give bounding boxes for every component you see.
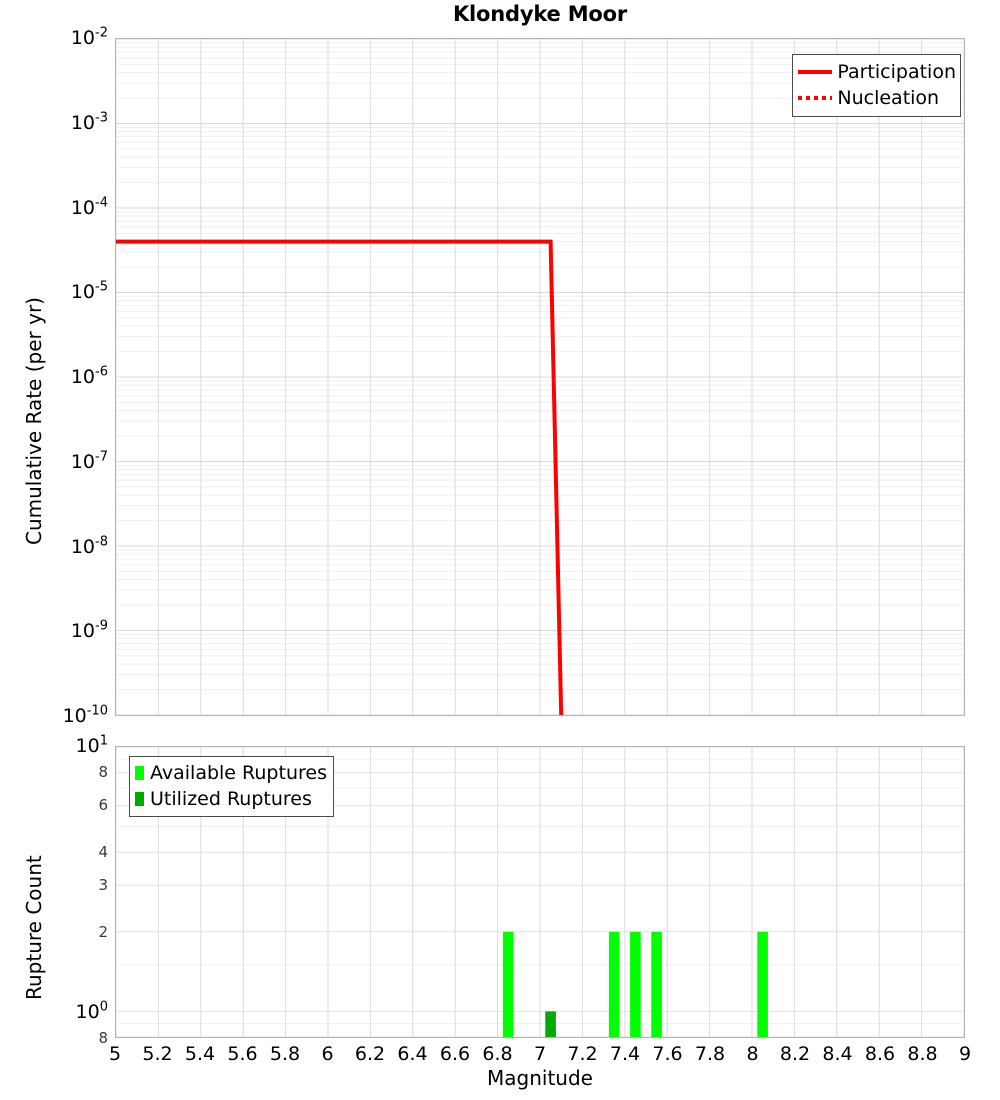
y-tick-label-top-10-2: 10-2 bbox=[70, 25, 108, 49]
y-tick-label-bottom-3: 3 bbox=[98, 876, 108, 895]
x-tick-label-7: 7 bbox=[533, 1043, 547, 1065]
cumulative-rate-plot-area: Participation Nucleation bbox=[115, 38, 965, 716]
x-tick-label-7.4: 7.4 bbox=[609, 1043, 641, 1065]
y-tick-label-bottom-2: 2 bbox=[98, 923, 108, 942]
chart-title: Klondyke Moor bbox=[452, 2, 628, 26]
x-tick-label-7.6: 7.6 bbox=[652, 1043, 683, 1065]
y-tick-label-bottom-101: 101 bbox=[75, 733, 108, 757]
x-tick-label-6.6: 6.6 bbox=[439, 1043, 471, 1065]
legend-item-nucleation[interactable]: Nucleation bbox=[798, 85, 956, 111]
y-tick-label-bottom-6: 6 bbox=[98, 796, 108, 815]
participation-line-swatch-icon bbox=[798, 70, 833, 74]
x-tick-label-8.8: 8.8 bbox=[907, 1043, 938, 1065]
rupture-count-plot-area: Available Ruptures Utilized Ruptures bbox=[115, 746, 965, 1038]
x-axis-title-magnitude: Magnitude bbox=[487, 1066, 593, 1090]
x-tick-label-5.2: 5.2 bbox=[142, 1043, 173, 1065]
y-tick-label-top-10-8: 10-8 bbox=[70, 534, 108, 558]
utilized-ruptures-swatch-icon bbox=[135, 792, 144, 806]
x-tick-label-5: 5 bbox=[108, 1043, 122, 1065]
legend-label-utilized-ruptures: Utilized Ruptures bbox=[150, 787, 312, 810]
y-tick-label-top-10-5: 10-5 bbox=[70, 279, 108, 304]
x-tick-label-8.6: 8.6 bbox=[864, 1043, 896, 1065]
cumulative-rate-legend: Participation Nucleation bbox=[792, 54, 961, 117]
y-tick-label-top-10-10: 10-10 bbox=[62, 703, 108, 727]
x-tick-label-5.8: 5.8 bbox=[269, 1043, 301, 1065]
x-tick-label-7.2: 7.2 bbox=[567, 1043, 598, 1065]
x-tick-label-9: 9 bbox=[958, 1043, 972, 1065]
y-tick-label-top-10-6: 10-6 bbox=[70, 364, 108, 388]
x-tick-label-8.4: 8.4 bbox=[822, 1043, 853, 1065]
x-tick-label-6.2: 6.2 bbox=[354, 1043, 386, 1065]
cumulative-rate-canvas bbox=[116, 39, 964, 715]
x-tick-label-8.2: 8.2 bbox=[779, 1043, 811, 1065]
legend-item-utilized-ruptures[interactable]: Utilized Ruptures bbox=[135, 786, 327, 812]
x-tick-label-6: 6 bbox=[321, 1043, 334, 1065]
x-tick-label-8: 8 bbox=[746, 1043, 759, 1065]
legend-label-participation: Participation bbox=[837, 60, 956, 83]
legend-label-available-ruptures: Available Ruptures bbox=[150, 761, 327, 784]
legend-item-participation[interactable]: Participation bbox=[798, 59, 956, 85]
nucleation-dotted-line-swatch-icon bbox=[798, 96, 833, 100]
y-tick-label-top-10-3: 10-3 bbox=[70, 110, 108, 134]
available-ruptures-swatch-icon bbox=[135, 766, 144, 780]
x-tick-label-6.4: 6.4 bbox=[397, 1043, 428, 1065]
x-tick-label-7.8: 7.8 bbox=[694, 1043, 726, 1065]
y-tick-label-top-10-9: 10-9 bbox=[70, 618, 108, 643]
y-tick-label-bottom-8: 8 bbox=[98, 762, 108, 781]
x-tick-label-5.4: 5.4 bbox=[184, 1043, 216, 1065]
y-tick-label-top-10-7: 10-7 bbox=[70, 449, 108, 473]
y-tick-label-bottom-8: 8 bbox=[98, 1029, 108, 1047]
x-tick-label-6.8: 6.8 bbox=[482, 1043, 513, 1065]
rupture-count-legend: Available Ruptures Utilized Ruptures bbox=[129, 756, 334, 817]
y-tick-label-top-10-4: 10-4 bbox=[70, 195, 108, 219]
legend-label-nucleation: Nucleation bbox=[837, 86, 940, 109]
y-tick-label-bottom-100: 100 bbox=[75, 999, 108, 1024]
y-axis-title-cumulative-rate: Cumulative Rate (per yr) bbox=[22, 297, 46, 545]
legend-item-available-ruptures[interactable]: Available Ruptures bbox=[135, 760, 327, 786]
x-tick-label-5.6: 5.6 bbox=[227, 1043, 258, 1065]
y-tick-label-bottom-4: 4 bbox=[98, 842, 108, 861]
